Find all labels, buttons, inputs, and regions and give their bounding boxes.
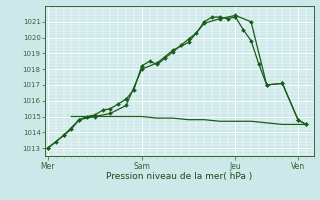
X-axis label: Pression niveau de la mer( hPa ): Pression niveau de la mer( hPa ) bbox=[106, 172, 252, 181]
